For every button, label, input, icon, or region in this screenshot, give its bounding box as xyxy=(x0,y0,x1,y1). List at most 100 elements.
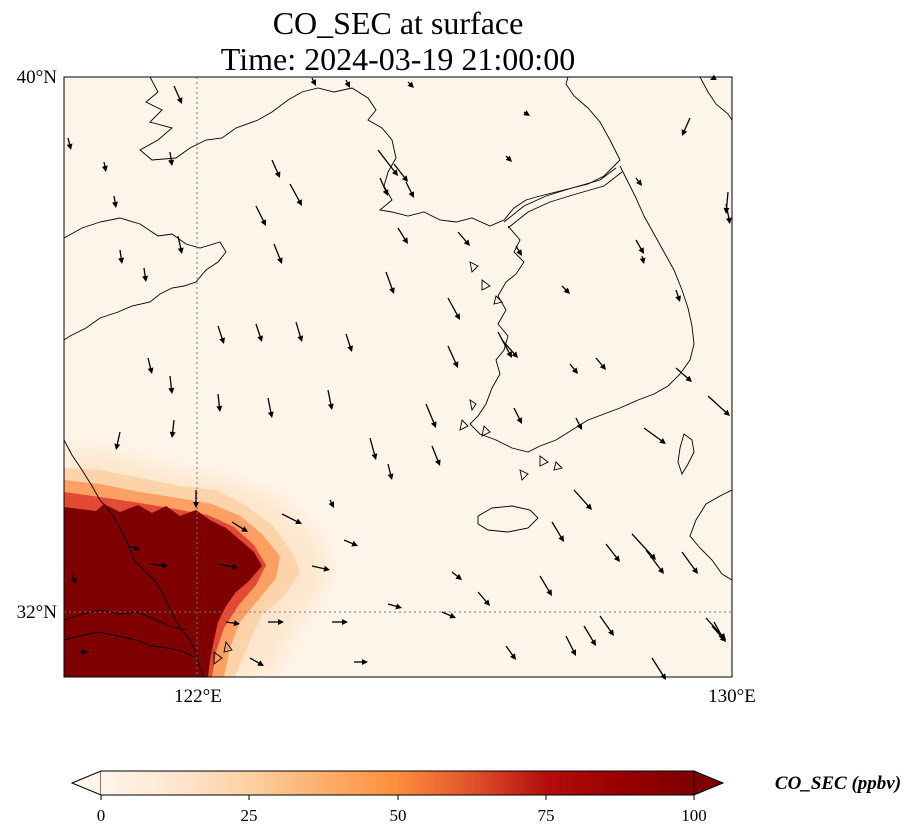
wind-arrow-shaft xyxy=(551,521,564,540)
wind-arrow-head xyxy=(483,599,490,606)
map-frame xyxy=(63,76,733,678)
wind-arrow-head xyxy=(681,129,688,136)
wind-arrow-head xyxy=(241,526,248,532)
wind-arrow-shaft xyxy=(599,615,613,634)
coastline-kyushu xyxy=(689,489,732,581)
wind-arrow-head xyxy=(608,629,614,636)
wind-arrow-head xyxy=(638,247,644,254)
wind-arrow-head xyxy=(407,81,414,88)
wind-arrow-head xyxy=(323,565,330,572)
wind-arrow-head xyxy=(510,653,516,660)
colorbar-tick-0: 0 xyxy=(97,806,106,825)
wind-arrow-head xyxy=(278,619,284,625)
wind-arrow-head xyxy=(176,97,183,104)
wind-arrow-head xyxy=(168,387,175,394)
wind-arrow-head xyxy=(82,649,88,655)
wind-arrow-head xyxy=(342,619,348,625)
wind-arrow-head xyxy=(295,518,302,524)
wind-arrow-head xyxy=(570,649,576,656)
wind-arrow-head xyxy=(449,612,456,619)
wind-arrow-head xyxy=(576,423,582,430)
wind-arrow-shaft xyxy=(385,271,394,292)
wind-arrow-head xyxy=(168,159,175,166)
wind-arrow-shaft xyxy=(501,339,517,357)
wind-arrow-head xyxy=(434,459,441,466)
wind-arrow-head xyxy=(511,351,518,358)
coastline-korea xyxy=(469,165,695,453)
colorbar-tick-50: 50 xyxy=(390,806,407,825)
wind-arrow-head xyxy=(613,555,620,562)
wind-arrow-head xyxy=(463,239,470,246)
wind-arrow-head xyxy=(101,165,108,172)
wind-arrow-head xyxy=(274,171,281,178)
lat-tick-label-40: 40°N xyxy=(17,67,58,88)
wind-arrow-head xyxy=(558,535,564,542)
wind-arrow-head xyxy=(590,639,596,646)
coastline-jiangsu xyxy=(64,439,205,677)
wind-arrow-head xyxy=(112,201,118,208)
colorbar: 0 25 50 75 100 CO_SEC (ppbv) xyxy=(70,770,901,825)
wind-arrow-head xyxy=(328,501,334,508)
wind-arrow-head xyxy=(260,219,266,226)
wind-arrow-head xyxy=(66,143,73,150)
concentration-field xyxy=(64,448,330,677)
coastline-korea-northeast xyxy=(565,77,621,161)
wind-arrow-head xyxy=(276,257,283,264)
wind-arrow-shaft xyxy=(681,551,697,572)
wind-arrow-head xyxy=(454,313,460,320)
wind-arrow-head xyxy=(506,351,512,358)
wind-arrow-shaft xyxy=(711,625,725,641)
wind-arrow-shaft xyxy=(645,549,663,572)
wind-arrow-head xyxy=(177,247,184,254)
lon-tick-label-130: 130°E xyxy=(708,686,756,707)
colorbar-title: CO_SEC (ppbv) xyxy=(775,773,901,794)
wind-arrow-shaft xyxy=(273,243,282,262)
wind-arrow-shaft xyxy=(651,657,665,678)
wind-arrow-head xyxy=(723,207,730,214)
wind-arrow-head xyxy=(659,438,666,444)
wind-arrow-head xyxy=(658,567,664,574)
coastline-liaoning xyxy=(139,77,621,227)
wind-arrow-shaft xyxy=(631,533,655,559)
wind-arrow-head xyxy=(599,363,606,370)
korea-border-line-1 xyxy=(503,167,617,223)
wind-arrow-head xyxy=(585,503,592,510)
wind-arrow-head xyxy=(546,589,552,596)
wind-arrow-head xyxy=(571,367,578,374)
wind-arrow-shaft xyxy=(573,489,591,509)
wind-arrow-head xyxy=(636,179,642,186)
wind-arrow-head xyxy=(719,635,726,642)
wind-arrow-head xyxy=(391,169,398,176)
wind-arrow-head xyxy=(723,409,730,416)
wind-arrow-shaft xyxy=(583,625,596,644)
wind-arrow-head xyxy=(351,540,358,547)
islands-bohai xyxy=(469,261,503,305)
wind-arrow-shaft xyxy=(289,183,302,204)
wind-arrow-head xyxy=(219,337,225,344)
wind-arrow-head xyxy=(233,620,240,627)
wind-arrow-shaft xyxy=(255,205,266,224)
wind-arrow-shaft xyxy=(539,575,552,594)
tsushima-island xyxy=(677,433,695,476)
wind-arrow-shaft xyxy=(643,427,664,443)
wind-arrow-head xyxy=(563,287,570,294)
wind-arrow-head xyxy=(401,175,408,182)
wind-arrow-head xyxy=(118,257,125,264)
wind-arrow-head xyxy=(257,335,263,342)
islands-zhoushan xyxy=(213,640,233,665)
wind-arrow-head xyxy=(147,367,154,374)
wind-arrow-head xyxy=(231,563,238,570)
wind-arrow-head xyxy=(523,110,530,116)
wind-arrow-head xyxy=(639,257,646,264)
gridlines xyxy=(64,77,732,677)
wind-arrow-head xyxy=(133,545,140,551)
wind-arrow-head xyxy=(296,199,302,206)
wind-arrow-shaft xyxy=(431,445,440,464)
wind-arrow-head xyxy=(402,237,408,244)
wind-arrow-shaft xyxy=(377,149,397,175)
wind-arrow-shaft xyxy=(565,635,576,654)
wind-arrow-head xyxy=(516,417,522,424)
wind-vectors xyxy=(66,74,732,680)
wind-arrow-head xyxy=(430,421,437,428)
